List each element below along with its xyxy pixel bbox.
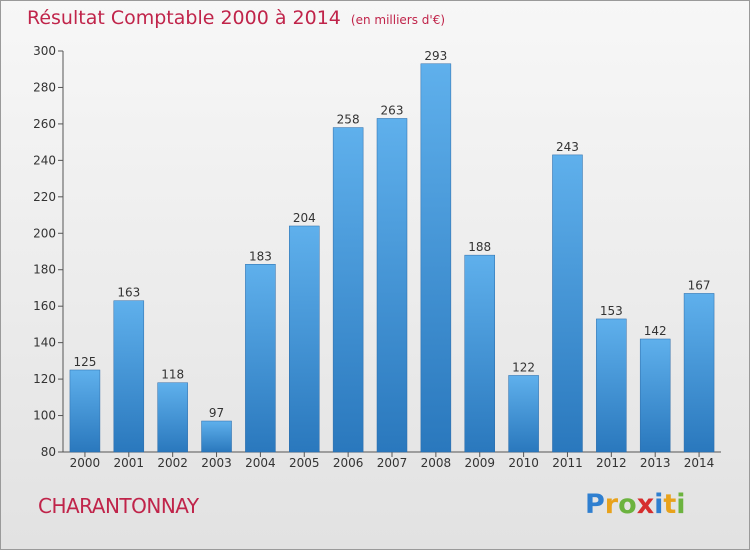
bar-2002 bbox=[157, 382, 188, 453]
bar-2001 bbox=[113, 300, 145, 453]
value-label-2008: 293 bbox=[424, 49, 447, 63]
logo-letter: i bbox=[654, 489, 664, 520]
value-label-2006: 258 bbox=[337, 113, 360, 127]
bars bbox=[69, 63, 715, 453]
y-tick-label: 140 bbox=[33, 336, 56, 350]
y-tick-label: 220 bbox=[33, 190, 56, 204]
x-tick-label-2011: 2011 bbox=[552, 456, 583, 470]
x-tick-label-2012: 2012 bbox=[596, 456, 627, 470]
x-tick-label-2014: 2014 bbox=[684, 456, 715, 470]
x-tick-label-2003: 2003 bbox=[201, 456, 232, 470]
x-tick-label-2004: 2004 bbox=[245, 456, 276, 470]
y-tick-label: 100 bbox=[33, 409, 56, 423]
value-label-2003: 97 bbox=[209, 406, 224, 420]
value-label-2013: 142 bbox=[644, 324, 667, 338]
bar-2007 bbox=[376, 118, 408, 453]
x-axis: 2000 2001 2002 2003 2004 2005 2006 2007 2008 2009… bbox=[63, 451, 721, 470]
y-tick-label: 280 bbox=[33, 80, 56, 94]
chart-title-text: Résultat Comptable 2000 à 2014 bbox=[27, 7, 341, 29]
chart-subtitle: (en milliers d'€) bbox=[350, 13, 446, 27]
bar-2004 bbox=[245, 264, 276, 453]
value-label-2010: 122 bbox=[512, 360, 535, 374]
value-label-2014: 167 bbox=[688, 278, 711, 292]
value-label-2004: 183 bbox=[249, 249, 272, 263]
logo-letter: t bbox=[663, 489, 677, 520]
x-tick-label-2006: 2006 bbox=[333, 456, 364, 470]
x-tick-label-2005: 2005 bbox=[289, 456, 320, 470]
y-tick-label: 180 bbox=[33, 263, 56, 277]
y-tick-label: 160 bbox=[33, 299, 56, 313]
y-tick-label: 200 bbox=[33, 226, 56, 240]
x-tick-label-2008: 2008 bbox=[421, 456, 452, 470]
y-tick-label: 300 bbox=[33, 44, 56, 58]
logo-letter: r bbox=[604, 489, 619, 520]
chart-title: Résultat Comptable 2000 à 2014 (en millie… bbox=[27, 7, 445, 29]
y-tick-label: 260 bbox=[33, 117, 56, 131]
logo-letter: o bbox=[618, 489, 637, 520]
bar-2011 bbox=[552, 154, 583, 453]
bar-2005 bbox=[289, 225, 320, 453]
proxiti-logo: Proxiti bbox=[585, 489, 686, 520]
bar-2014 bbox=[683, 293, 715, 453]
bar-2010 bbox=[508, 375, 539, 453]
bar-2003 bbox=[201, 420, 232, 453]
y-tick-label: 120 bbox=[33, 372, 56, 386]
bar-2012 bbox=[596, 318, 627, 453]
value-label-2000: 125 bbox=[73, 355, 96, 369]
value-label-2012: 153 bbox=[600, 304, 623, 318]
x-tick-label-2007: 2007 bbox=[377, 456, 408, 470]
value-label-2002: 118 bbox=[161, 368, 184, 382]
bar-2013 bbox=[639, 338, 671, 453]
bar-2000 bbox=[69, 369, 101, 453]
bar-2006 bbox=[332, 127, 364, 453]
value-labels: 125 163 118 97 183 204 258 263 293 188 122 243 153 14… bbox=[73, 49, 710, 420]
x-tick-label-2002: 2002 bbox=[157, 456, 188, 470]
commune-name: CHARANTONNAY bbox=[38, 494, 199, 518]
x-tick-label-2001: 2001 bbox=[114, 456, 145, 470]
bar-2008 bbox=[420, 63, 452, 453]
bar-2009 bbox=[464, 254, 495, 453]
x-tick-label-2000: 2000 bbox=[70, 456, 101, 470]
y-tick-label: 80 bbox=[41, 445, 56, 459]
x-tick-label-2010: 2010 bbox=[508, 456, 539, 470]
logo-letter: P bbox=[585, 489, 605, 520]
x-tick-label-2009: 2009 bbox=[464, 456, 495, 470]
x-tick-label-2013: 2013 bbox=[640, 456, 671, 470]
y-axis: 80 100 120 140 160 180 200 220 240 260 280 300 bbox=[33, 44, 64, 459]
value-label-2001: 163 bbox=[117, 286, 140, 300]
value-label-2009: 188 bbox=[468, 240, 491, 254]
value-label-2011: 243 bbox=[556, 140, 579, 154]
value-label-2005: 204 bbox=[293, 211, 316, 225]
logo-letter: x bbox=[636, 489, 655, 520]
logo-letter: i bbox=[676, 489, 686, 520]
y-tick-label: 240 bbox=[33, 153, 56, 167]
value-label-2007: 263 bbox=[381, 103, 404, 117]
